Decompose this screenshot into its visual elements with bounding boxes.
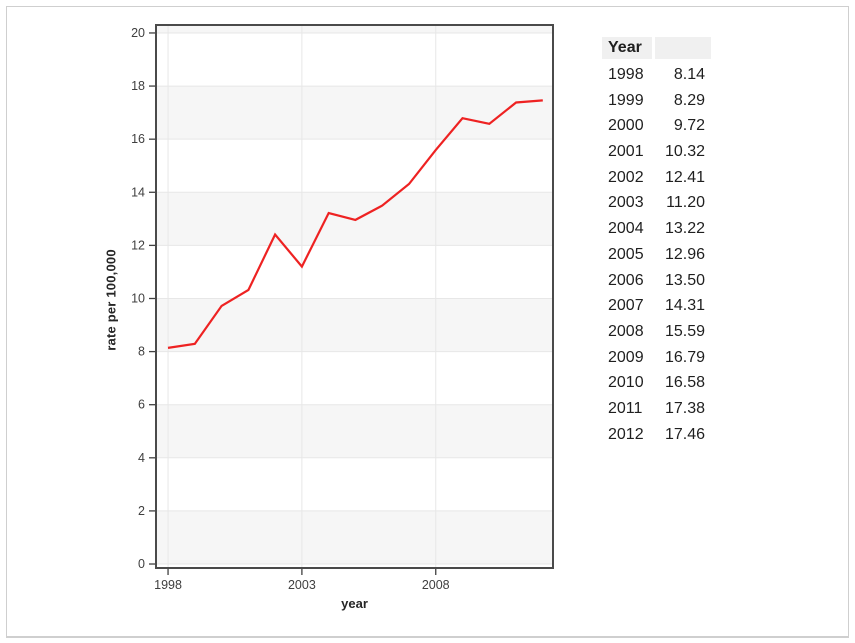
table-cell-year: 2009 — [608, 348, 644, 366]
y-tick-label: 10 — [131, 291, 145, 305]
table-cell-value: 10.32 — [664, 143, 705, 161]
y-tick-label: 0 — [138, 557, 145, 571]
y-tick-label: 2 — [138, 504, 145, 518]
table-header-year: Year — [602, 37, 652, 59]
table-cell-year: 2007 — [608, 297, 644, 315]
table-cell-value: 16.79 — [664, 348, 705, 366]
table-cell-value: 14.31 — [664, 297, 705, 315]
table-cell-value: 12.96 — [664, 245, 705, 263]
table-row: 2002 12.41 — [602, 165, 711, 191]
y-tick-label: 16 — [131, 132, 145, 146]
panel-band — [156, 86, 553, 140]
table-row: 2005 12.96 — [602, 242, 711, 268]
line-chart: 0 2 4 6 8 10 12 14 16 18 20 1998 2003 2008 — [92, 8, 592, 640]
table-cell-value: 8.14 — [673, 66, 705, 83]
y-tick-label: 12 — [131, 238, 145, 252]
table-row: 2011 17.38 — [602, 396, 711, 422]
data-table: Year 1998 8.14 1999 8.29 2000 9.72 2001 10.32 20… — [602, 37, 711, 447]
y-tick-label: 18 — [131, 79, 145, 93]
table-cell-value: 9.72 — [673, 117, 705, 135]
table-row: 2003 11.20 — [602, 190, 711, 216]
x-tick-label: 2003 — [288, 578, 316, 592]
series-line — [167, 99, 543, 349]
table-row: 2007 14.31 — [602, 293, 711, 319]
table-row: 2010 16.58 — [602, 370, 711, 396]
table-cell-year: 2002 — [608, 168, 644, 186]
table-cell-year: 2004 — [608, 220, 644, 238]
table-header-value — [655, 37, 711, 59]
table-row: 1998 8.14 — [602, 62, 711, 88]
table-row: 2012 17.46 — [602, 422, 711, 448]
chart-panel: 0 2 4 6 8 10 12 14 16 18 20 1998 2003 2008 — [131, 24, 554, 592]
table-cell-value: 13.50 — [664, 271, 705, 289]
table-cell-year: 2003 — [608, 194, 644, 212]
table-cell-value: 17.38 — [664, 399, 705, 417]
table-row: 2008 15.59 — [602, 319, 711, 345]
x-tick-label: 1998 — [154, 578, 182, 592]
table-cell-value: 13.22 — [664, 220, 705, 238]
table-cell-value: 12.41 — [664, 168, 705, 186]
table-row: 2000 9.72 — [602, 113, 711, 139]
y-axis-title: rate per 100,000 — [103, 249, 119, 351]
x-tick-label: 2008 — [422, 578, 450, 592]
table-cell-year: 1999 — [608, 91, 644, 109]
x-axis-title: year — [341, 596, 368, 611]
table-cell-value: 8.29 — [673, 91, 705, 109]
table-row: 2006 13.50 — [602, 268, 711, 294]
y-tick-label: 8 — [138, 345, 145, 359]
y-tick-label: 20 — [131, 26, 145, 40]
table-cell-value: 15.59 — [664, 322, 705, 340]
panel-border — [155, 24, 554, 569]
table-row: 2004 13.22 — [602, 216, 711, 242]
table-row: 1999 8.29 — [602, 88, 711, 114]
table-cell-value: 11.20 — [666, 194, 705, 212]
table-cell-value: 16.58 — [664, 374, 705, 392]
table-cell-year: 1998 — [608, 66, 644, 83]
table-row: 2001 10.32 — [602, 139, 711, 165]
table-cell-year: 2012 — [608, 425, 644, 443]
y-tick-label: 14 — [131, 185, 145, 199]
panel-band — [156, 510, 553, 565]
panel-band — [156, 404, 553, 458]
table-cell-year: 2005 — [608, 245, 644, 263]
table-cell-year: 2010 — [608, 374, 644, 392]
table-row: 2009 16.79 — [602, 345, 711, 371]
panel-band — [156, 25, 553, 33]
table-cell-year: 2006 — [608, 271, 644, 289]
table-cell-year: 2008 — [608, 322, 644, 340]
table-header-row: Year — [602, 37, 711, 59]
panel-band — [156, 298, 553, 352]
table-cell-year: 2001 — [608, 143, 644, 161]
table-cell-year: 2000 — [608, 117, 644, 135]
table-cell-year: 2011 — [608, 399, 643, 417]
y-tick-label: 4 — [138, 451, 145, 465]
table-body: 1998 8.14 1999 8.29 2000 9.72 2001 10.32 2002 12.… — [602, 62, 711, 447]
y-tick-label: 6 — [138, 398, 145, 412]
table-cell-value: 17.46 — [664, 425, 705, 443]
